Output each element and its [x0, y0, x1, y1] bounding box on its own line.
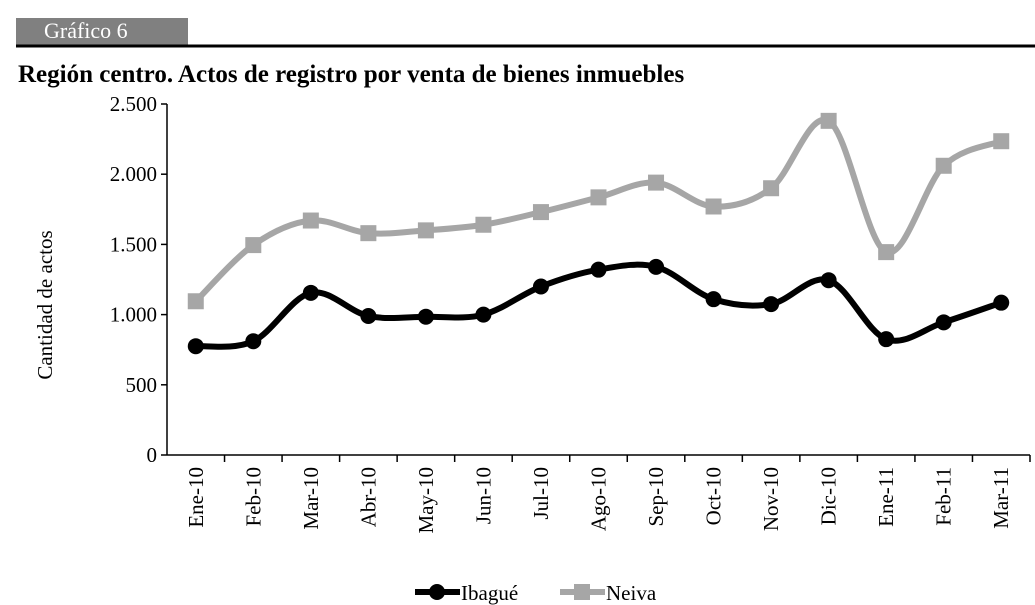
y-tick-label: 2.500: [110, 92, 157, 116]
x-tick-label: Ago-10: [587, 467, 611, 531]
marker: [648, 174, 665, 191]
marker: [648, 258, 665, 275]
legend-marker: [574, 584, 590, 600]
x-tick-label: Ene-11: [874, 467, 898, 527]
marker: [993, 133, 1010, 150]
marker: [302, 284, 319, 301]
marker: [187, 338, 204, 355]
x-tick-label: Mar-10: [299, 467, 323, 530]
marker: [993, 294, 1010, 311]
marker: [360, 225, 377, 242]
legend-marker: [429, 584, 445, 600]
marker: [590, 261, 607, 278]
y-tick-label: 0: [147, 443, 158, 467]
marker: [590, 189, 607, 206]
marker: [705, 198, 722, 215]
marker: [763, 296, 780, 313]
marker: [302, 212, 319, 229]
marker: [878, 331, 895, 348]
y-tick-label: 2.000: [110, 162, 157, 186]
y-axis-label: Cantidad de actos: [33, 230, 57, 379]
x-tick-label: Dic-10: [817, 467, 841, 525]
marker: [705, 291, 722, 308]
legend-label: Neiva: [606, 581, 657, 605]
x-tick-label: Ene-10: [184, 467, 208, 528]
marker: [187, 293, 204, 310]
legend-label: Ibagué: [461, 581, 518, 605]
marker: [245, 237, 262, 254]
marker: [417, 308, 434, 325]
marker: [935, 157, 952, 174]
y-tick-label: 1.000: [110, 303, 157, 327]
x-tick-label: Oct-10: [702, 467, 726, 525]
marker: [532, 204, 549, 221]
marker: [245, 333, 262, 350]
marker: [820, 112, 837, 129]
x-tick-label: Abr-10: [356, 467, 380, 527]
x-tick-label: Nov-10: [759, 467, 783, 531]
marker: [878, 244, 895, 261]
y-tick-label: 500: [126, 373, 158, 397]
marker: [417, 222, 434, 239]
marker: [475, 216, 492, 233]
marker: [360, 308, 377, 325]
x-tick-label: Mar-11: [989, 467, 1013, 529]
header-label: Gráfico 6: [44, 18, 128, 43]
x-tick-label: Jul-10: [529, 467, 553, 520]
y-tick-label: 1.500: [110, 232, 157, 256]
header-tab: [16, 18, 188, 45]
marker: [935, 314, 952, 331]
marker: [532, 278, 549, 295]
x-tick-label: Sep-10: [644, 467, 668, 527]
x-tick-label: Feb-10: [241, 467, 265, 527]
x-tick-label: Feb-11: [932, 467, 956, 526]
marker: [820, 272, 837, 289]
marker: [763, 180, 780, 197]
x-tick-label: May-10: [414, 467, 438, 534]
chart-title: Región centro. Actos de registro por ven…: [18, 61, 684, 88]
marker: [475, 306, 492, 323]
x-tick-label: Jun-10: [471, 467, 495, 524]
